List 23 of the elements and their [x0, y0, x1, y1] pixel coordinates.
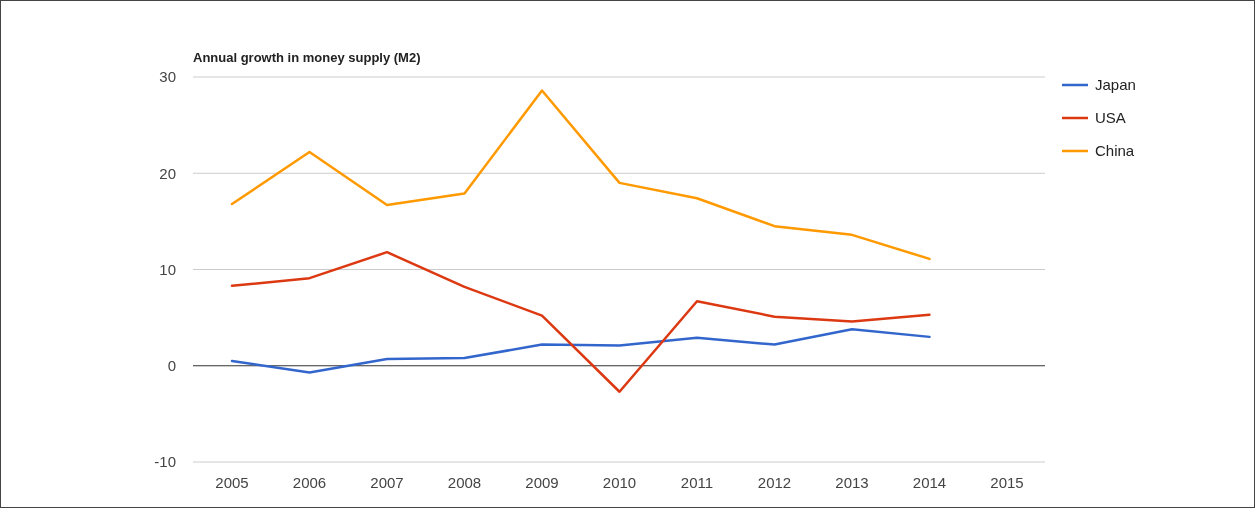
legend-label: USA [1095, 109, 1126, 127]
y-tick-label: 10 [159, 260, 176, 278]
x-tick-label: 2008 [447, 474, 482, 491]
line-series [230, 89, 931, 261]
x-tick-label: 2010 [602, 474, 637, 491]
x-tick-label: 2009 [525, 474, 559, 491]
line-series [230, 327, 931, 374]
x-tick-label: 2013 [835, 474, 869, 491]
legend-label: China [1095, 142, 1135, 160]
x-tick-label: 2012 [757, 474, 792, 491]
x-tick-label: 2011 [680, 474, 714, 491]
x-tick-label: 2014 [912, 474, 947, 491]
chart-title: Annual growth in money supply (M2) [193, 50, 421, 65]
y-tick-label: 0 [167, 357, 176, 374]
y-tick-label: -10 [154, 453, 176, 471]
x-tick-label: 2006 [292, 474, 327, 491]
y-tick-label: 20 [159, 164, 176, 182]
x-tick-label: 2005 [215, 474, 249, 491]
x-tick-label: 2015 [990, 474, 1024, 491]
line-series [230, 250, 931, 393]
y-tick-label: 30 [159, 68, 176, 86]
legend-label: Japan [1095, 76, 1136, 94]
x-tick-label: 2007 [370, 474, 404, 491]
